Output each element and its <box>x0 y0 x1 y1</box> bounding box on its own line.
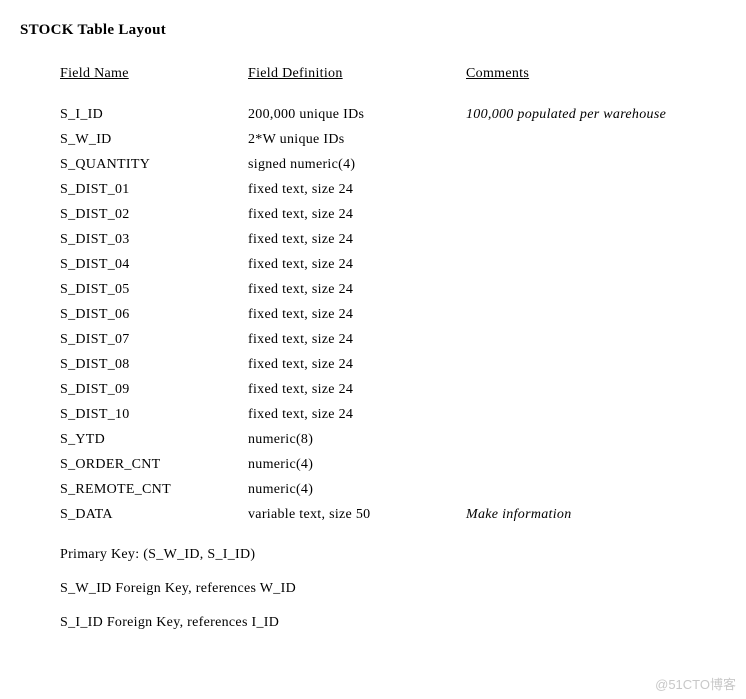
table-row: S_DIST_07fixed text, size 24 <box>60 327 726 352</box>
field-definition-cell: fixed text, size 24 <box>248 227 466 252</box>
table-row: S_REMOTE_CNTnumeric(4) <box>60 477 726 502</box>
table-row: S_DIST_06fixed text, size 24 <box>60 302 726 327</box>
field-name-cell: S_W_ID <box>60 127 248 152</box>
table-note-line: S_W_ID Foreign Key, references W_ID <box>60 581 726 597</box>
table-row: S_DIST_05fixed text, size 24 <box>60 277 726 302</box>
field-name-cell: S_QUANTITY <box>60 152 248 177</box>
field-definition-cell: fixed text, size 24 <box>248 252 466 277</box>
table-row: S_DATAvariable text, size 50Make informa… <box>60 502 726 527</box>
table-header-row: Field Name Field Definition Comments <box>60 61 726 86</box>
table-row: S_ORDER_CNTnumeric(4) <box>60 452 726 477</box>
field-name-cell: S_DATA <box>60 502 248 527</box>
table-row: S_DIST_04fixed text, size 24 <box>60 252 726 277</box>
field-definition-cell: numeric(4) <box>248 452 466 477</box>
field-name-cell: S_DIST_10 <box>60 402 248 427</box>
table-note-line: Primary Key: (S_W_ID, S_I_ID) <box>60 547 726 563</box>
field-definition-cell: 200,000 unique IDs <box>248 102 466 127</box>
field-comment-cell <box>466 327 726 352</box>
field-definition-cell: fixed text, size 24 <box>248 402 466 427</box>
header-field-name: Field Name <box>60 61 248 86</box>
field-definition-cell: fixed text, size 24 <box>248 327 466 352</box>
field-definition-cell: fixed text, size 24 <box>248 352 466 377</box>
field-definition-cell: numeric(4) <box>248 477 466 502</box>
field-name-cell: S_REMOTE_CNT <box>60 477 248 502</box>
field-comment-cell <box>466 277 726 302</box>
field-table: Field Name Field Definition Comments S_I… <box>20 61 726 527</box>
field-name-cell: S_DIST_01 <box>60 177 248 202</box>
field-comment-cell <box>466 227 726 252</box>
page-title: STOCK Table Layout <box>20 22 726 39</box>
field-definition-cell: fixed text, size 24 <box>248 277 466 302</box>
table-row: S_I_ID200,000 unique IDs100,000 populate… <box>60 102 726 127</box>
table-note-line: S_I_ID Foreign Key, references I_ID <box>60 615 726 631</box>
field-definition-cell: fixed text, size 24 <box>248 302 466 327</box>
table-row: S_DIST_01fixed text, size 24 <box>60 177 726 202</box>
field-name-cell: S_DIST_09 <box>60 377 248 402</box>
table-notes: Primary Key: (S_W_ID, S_I_ID) S_W_ID Fore… <box>20 547 726 631</box>
field-comment-cell <box>466 402 726 427</box>
table-row: S_DIST_09fixed text, size 24 <box>60 377 726 402</box>
table-row: S_YTDnumeric(8) <box>60 427 726 452</box>
field-name-cell: S_DIST_02 <box>60 202 248 227</box>
field-name-cell: S_I_ID <box>60 102 248 127</box>
field-comment-cell <box>466 352 726 377</box>
field-comment-cell <box>466 152 726 177</box>
field-name-cell: S_DIST_08 <box>60 352 248 377</box>
header-comments: Comments <box>466 61 726 86</box>
table-row: S_QUANTITYsigned numeric(4) <box>60 152 726 177</box>
field-name-cell: S_DIST_05 <box>60 277 248 302</box>
field-definition-cell: fixed text, size 24 <box>248 202 466 227</box>
field-comment-cell: 100,000 populated per warehouse <box>466 102 726 127</box>
table-row: S_DIST_03fixed text, size 24 <box>60 227 726 252</box>
field-comment-cell <box>466 452 726 477</box>
field-name-cell: S_DIST_03 <box>60 227 248 252</box>
field-definition-cell: fixed text, size 24 <box>248 377 466 402</box>
field-definition-cell: fixed text, size 24 <box>248 177 466 202</box>
field-comment-cell <box>466 127 726 152</box>
field-definition-cell: 2*W unique IDs <box>248 127 466 152</box>
field-definition-cell: variable text, size 50 <box>248 502 466 527</box>
table-row: S_DIST_08fixed text, size 24 <box>60 352 726 377</box>
field-name-cell: S_YTD <box>60 427 248 452</box>
field-name-cell: S_DIST_06 <box>60 302 248 327</box>
table-row: S_W_ID2*W unique IDs <box>60 127 726 152</box>
field-comment-cell <box>466 302 726 327</box>
field-name-cell: S_DIST_04 <box>60 252 248 277</box>
field-comment-cell: Make information <box>466 502 726 527</box>
field-name-cell: S_DIST_07 <box>60 327 248 352</box>
field-comment-cell <box>466 427 726 452</box>
field-definition-cell: numeric(8) <box>248 427 466 452</box>
field-name-cell: S_ORDER_CNT <box>60 452 248 477</box>
field-comment-cell <box>466 377 726 402</box>
field-comment-cell <box>466 177 726 202</box>
field-comment-cell <box>466 477 726 502</box>
watermark-text: @51CTO博客 <box>655 674 736 693</box>
table-row: S_DIST_02fixed text, size 24 <box>60 202 726 227</box>
field-comment-cell <box>466 252 726 277</box>
field-comment-cell <box>466 202 726 227</box>
table-row: S_DIST_10fixed text, size 24 <box>60 402 726 427</box>
field-definition-cell: signed numeric(4) <box>248 152 466 177</box>
header-field-definition: Field Definition <box>248 61 466 86</box>
